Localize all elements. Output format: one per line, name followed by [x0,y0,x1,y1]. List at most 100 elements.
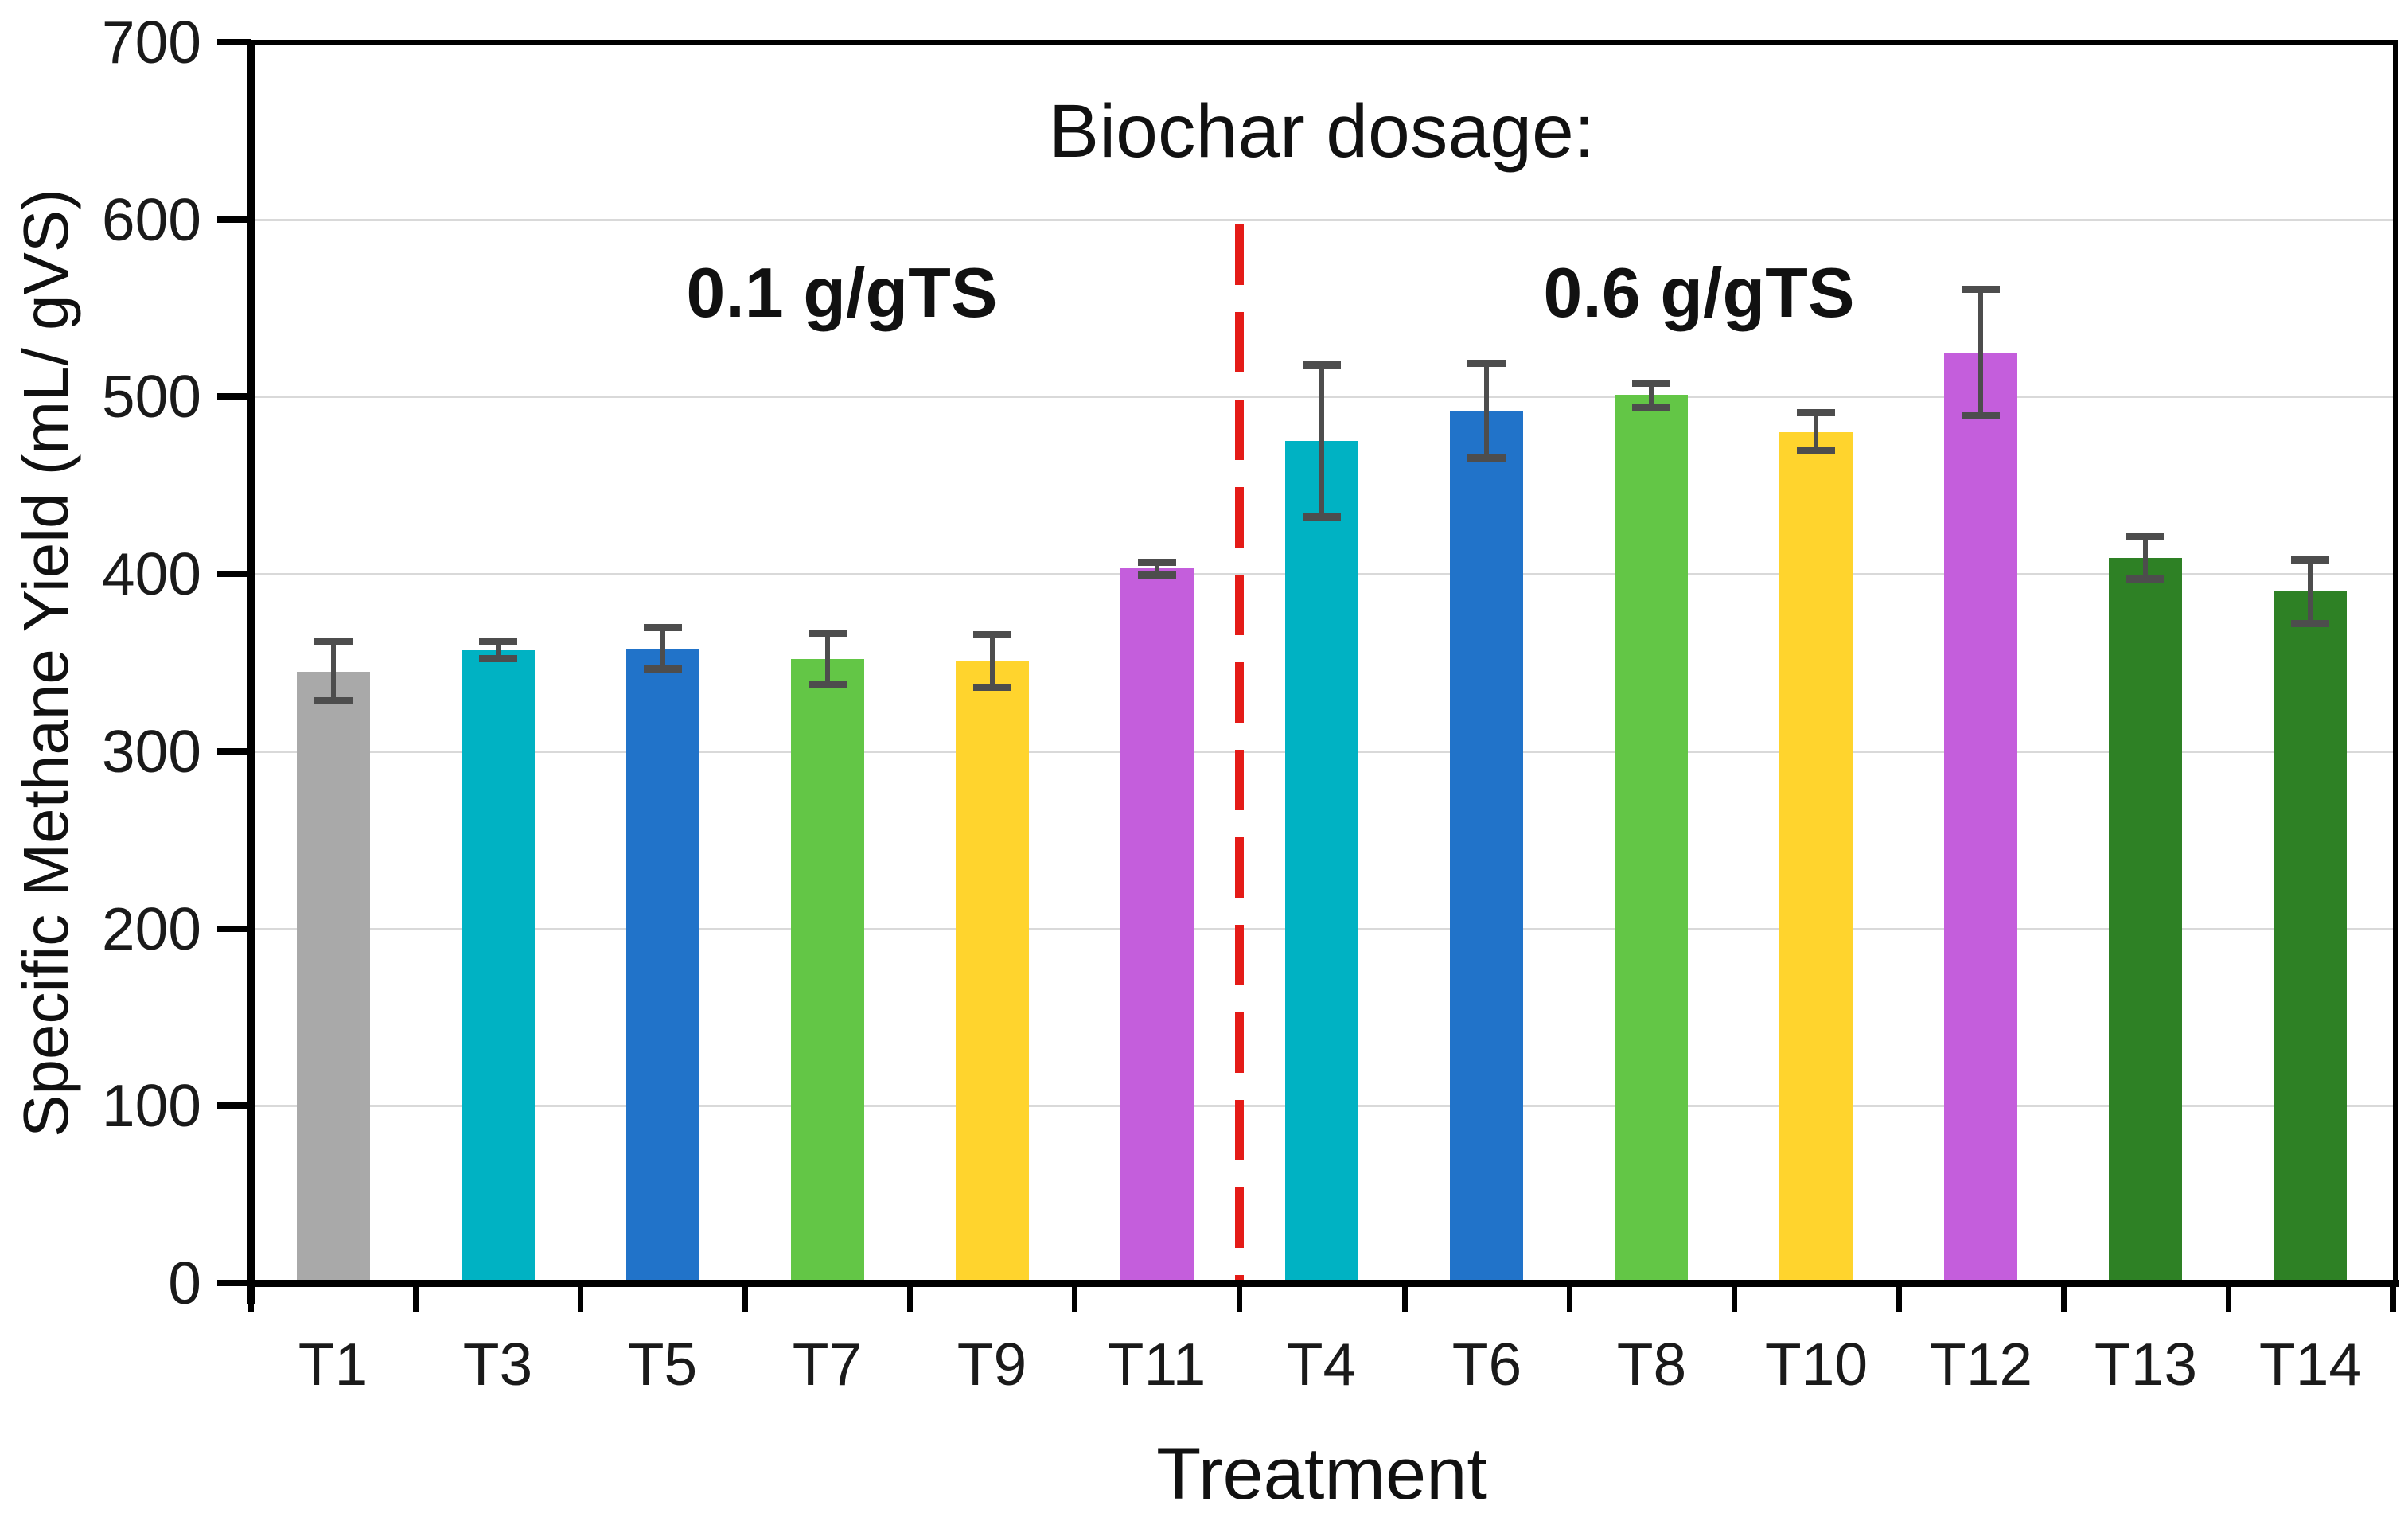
error-bar-top-cap-T12 [1962,286,2000,293]
error-bar-top-cap-T8 [1632,380,1670,387]
error-bar-top-cap-T11 [1138,559,1176,566]
y-tick-100 [217,1102,251,1109]
x-tick-label-T3: T3 [462,1331,533,1398]
x-tick-label-T14: T14 [2258,1331,2363,1398]
x-tick-2 [578,1283,583,1312]
x-tick-label-T4: T4 [1286,1331,1357,1398]
y-tick-0 [217,1280,251,1286]
x-tick-12 [2226,1283,2231,1312]
error-bar-bottom-cap-T12 [1962,412,2000,419]
error-bar-stem-T1 [331,642,336,702]
x-tick-label-T11: T11 [1107,1331,1206,1398]
error-bar-top-cap-T1 [314,638,353,645]
x-tick-label-T9: T9 [957,1331,1027,1398]
plot-border-top [251,40,2398,45]
x-axis-title: Treatment [1156,1433,1487,1515]
plot-border-right [2393,40,2398,1283]
x-tick-label-T5: T5 [627,1331,698,1398]
x-tick-label-T8: T8 [1616,1331,1687,1398]
y-tick-700 [217,39,251,45]
dosage-label-left: 0.1 g/gTS [686,253,998,332]
error-bar-top-cap-T13 [2126,533,2164,540]
error-bar-bottom-cap-T14 [2291,620,2329,627]
error-bar-stem-T9 [990,634,995,688]
bar-T5 [626,649,699,1283]
x-tick-8 [1567,1283,1572,1312]
x-tick-9 [1732,1283,1737,1312]
error-bar-stem-T8 [1649,383,1654,408]
bar-T13 [2109,558,2182,1283]
bar-T4 [1285,441,1358,1283]
x-tick-label-T12: T12 [1929,1331,2033,1398]
y-axis-title: Specific Methane Yield (mL/ gVS) [10,189,81,1137]
error-bar-stem-T12 [1978,289,1983,416]
error-bar-bottom-cap-T13 [2126,575,2164,583]
error-bar-bottom-cap-T7 [809,681,847,688]
error-bar-stem-T7 [825,633,830,686]
x-tick-13 [2390,1283,2396,1312]
error-bar-bottom-cap-T10 [1797,447,1835,454]
x-axis-line [247,1280,2399,1287]
dosage-label-right: 0.6 g/gTS [1543,253,1855,332]
error-bar-bottom-cap-T4 [1303,513,1341,521]
bar-T3 [462,650,535,1283]
error-bar-stem-T13 [2143,536,2148,579]
y-tick-500 [217,393,251,400]
bar-T9 [956,661,1029,1283]
x-tick-6 [1237,1283,1242,1312]
error-bar-top-cap-T5 [644,624,682,631]
bar-T8 [1615,395,1688,1283]
y-tick-label-200: 200 [101,895,201,962]
x-tick-label-T13: T13 [2094,1331,2198,1398]
x-tick-1 [413,1283,419,1312]
x-tick-3 [742,1283,748,1312]
error-bar-bottom-cap-T6 [1467,454,1506,462]
y-tick-300 [217,748,251,755]
y-axis-line [247,40,255,1304]
error-bar-stem-T3 [496,642,501,659]
error-bar-stem-T4 [1319,365,1324,517]
y-tick-label-500: 500 [101,363,201,430]
x-tick-label-T6: T6 [1451,1331,1522,1398]
error-bar-bottom-cap-T3 [479,655,517,662]
error-bar-top-cap-T4 [1303,361,1341,369]
error-bar-bottom-cap-T11 [1138,571,1176,579]
error-bar-stem-T10 [1814,412,1818,451]
bar-T14 [2274,591,2347,1283]
y-tick-400 [217,571,251,577]
y-tick-label-600: 600 [101,186,201,253]
bar-T7 [791,659,864,1283]
y-tick-label-0: 0 [168,1250,201,1316]
bar-T12 [1944,353,2017,1283]
bar-T1 [297,672,370,1283]
group-divider-dashed-line [1235,224,1244,1283]
error-bar-bottom-cap-T8 [1632,404,1670,411]
error-bar-stem-T14 [2308,560,2313,623]
gridline-600 [251,219,2393,221]
y-tick-label-100: 100 [101,1072,201,1139]
error-bar-bottom-cap-T1 [314,697,353,704]
y-tick-600 [217,216,251,223]
x-tick-5 [1072,1283,1077,1312]
bar-T6 [1450,411,1523,1283]
x-tick-label-T1: T1 [298,1331,368,1398]
y-tick-label-700: 700 [101,9,201,76]
x-tick-label-T10: T10 [1764,1331,1868,1398]
x-tick-11 [2061,1283,2067,1312]
y-tick-label-300: 300 [101,718,201,785]
chart-title: Biochar dosage: [1048,89,1596,174]
x-tick-10 [1896,1283,1902,1312]
y-tick-label-400: 400 [101,540,201,607]
x-tick-0 [248,1283,254,1312]
error-bar-stem-T5 [660,627,665,669]
error-bar-top-cap-T10 [1797,409,1835,416]
error-bar-stem-T11 [1155,562,1159,576]
error-bar-bottom-cap-T9 [973,684,1011,691]
error-bar-top-cap-T14 [2291,556,2329,564]
error-bar-stem-T6 [1484,363,1489,458]
bar-T11 [1120,568,1194,1283]
error-bar-top-cap-T9 [973,631,1011,638]
error-bar-top-cap-T3 [479,638,517,645]
y-tick-200 [217,926,251,932]
